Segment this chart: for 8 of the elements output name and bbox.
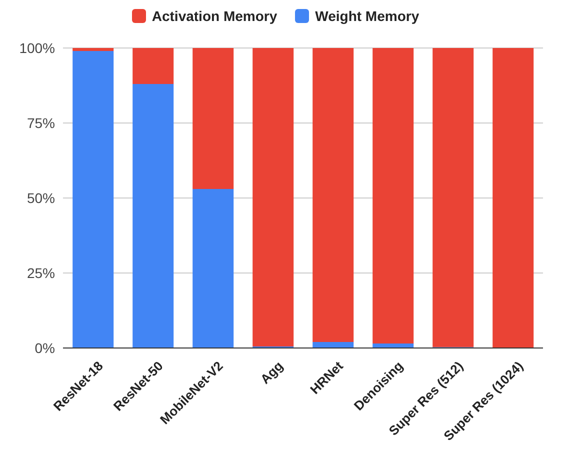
- legend-label: Weight Memory: [314, 8, 420, 24]
- y-tick-label: 25%: [26, 264, 55, 281]
- y-tick-label: 100%: [19, 40, 55, 56]
- y-tick-label: 75%: [26, 114, 55, 131]
- legend-label: Activation Memory: [150, 8, 278, 24]
- y-tick-label: 0%: [34, 340, 55, 356]
- y-tick-label: 50%: [26, 190, 55, 206]
- x-tick-label: Agg: [257, 358, 286, 387]
